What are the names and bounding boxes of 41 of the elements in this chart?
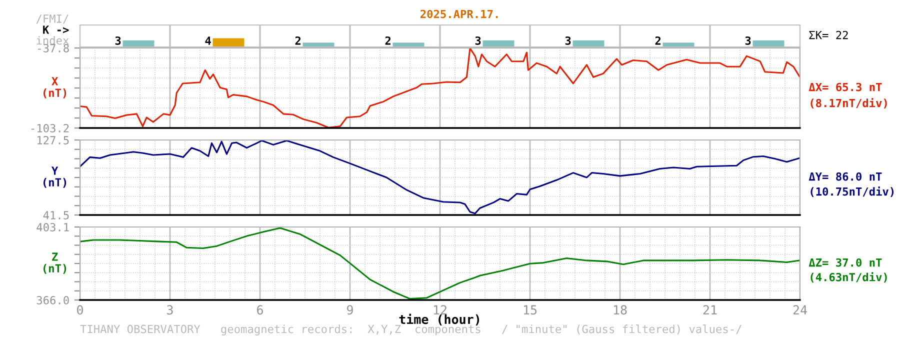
text: /FMI/ (36, 14, 68, 24)
data-label: 2 (385, 36, 390, 45)
text: (8.17nT/div) (810, 98, 887, 109)
x-tick-label: 6 (257, 305, 263, 315)
line-series (80, 227, 800, 300)
y-tick-label: -37.8 (38, 44, 69, 52)
y-tick-label: 366.0 (36, 296, 69, 304)
text: ΣK= 22 (809, 30, 848, 40)
text: ΔX= 65.3 nT (808, 82, 882, 92)
x-tick-label: 3 (167, 305, 173, 315)
text: (10.75nT/div) (810, 186, 894, 198)
text: ΔY= 86.0 nT (808, 172, 882, 181)
x-tick-label: 9 (347, 305, 353, 315)
y-axis-title: K -> (43, 26, 69, 34)
x-tick-label: 21 (703, 305, 717, 314)
chart-title: 2025.APR.17. (420, 10, 498, 18)
x-tick-label: 24 (793, 305, 807, 314)
y-tick-label: 127.5 (37, 136, 69, 144)
data-label: 3 (565, 36, 571, 45)
data-label: 3 (745, 36, 751, 45)
data-label: 2 (655, 36, 660, 45)
text: index (36, 36, 69, 45)
y-axis-title: X (nT) (44, 77, 66, 98)
text: ΔZ= 37.0 nT (808, 258, 882, 267)
x-tick-label: 0 (77, 305, 83, 315)
text: TIHANY OBSERVATORY geomagnetic records: X,Y,Z components / "minute" (Gauss filtered) values-/ (80, 324, 742, 336)
x-tick-label: 15 (524, 305, 537, 315)
data-label: 2 (295, 36, 300, 45)
x-tick-label: 18 (614, 305, 627, 315)
data-label: 4 (205, 36, 211, 45)
line-series (80, 140, 800, 214)
x-axis-title: time (hour) (399, 314, 480, 326)
y-tick-label: -103.2 (31, 124, 69, 132)
y-axis-title: Z (nT) (44, 252, 66, 274)
x-tick-label: 12 (434, 305, 446, 314)
data-label: 3 (115, 36, 121, 45)
y-axis-title: Y (nT) (44, 166, 66, 188)
y-tick-label: 403.1 (36, 223, 69, 232)
y-tick-label: 41.5 (43, 211, 69, 220)
text: (4.63nT/div) (810, 272, 887, 283)
data-label: 3 (475, 36, 481, 45)
